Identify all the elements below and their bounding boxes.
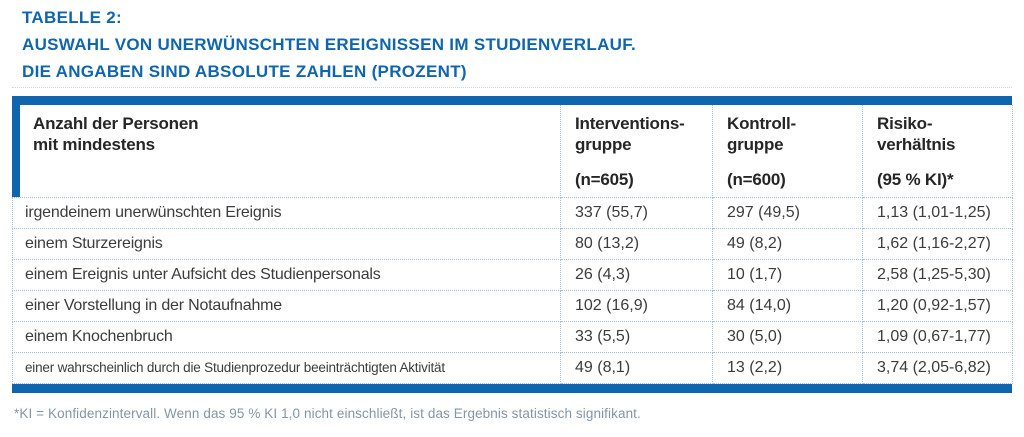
row-label: einer wahrscheinlich durch die Studienpr… [12, 351, 561, 384]
adverse-events-table: Anzahl der Personen mit mindestens Inter… [12, 96, 1013, 393]
cell-control: 13 (2,2) [712, 351, 863, 384]
table-row: einer wahrscheinlich durch die Studienpr… [12, 351, 1013, 384]
cell-intervention: 102 (16,9) [560, 289, 713, 322]
cell-control: 297 (49,5) [712, 196, 863, 229]
table-top-accent-bar [12, 96, 1012, 105]
table-row: einem Ereignis unter Aufsicht des Studie… [12, 258, 1013, 291]
cell-risk-ratio: 1,09 (0,67-1,77) [862, 320, 1013, 353]
header-row: Anzahl der Personen mit mindestens Inter… [12, 105, 1013, 198]
col-header-line: Risiko- [877, 114, 933, 133]
row-label: einem Ereignis unter Aufsicht des Studie… [12, 258, 561, 291]
col-header-line: gruppe [575, 135, 632, 154]
cell-intervention: 33 (5,5) [560, 320, 713, 353]
cell-control: 10 (1,7) [712, 258, 863, 291]
table-row: einem Knochenbruch 33 (5,5) 30 (5,0) 1,0… [12, 320, 1013, 353]
cell-risk-ratio: 2,58 (1,25-5,30) [862, 258, 1013, 291]
row-label: einem Knochenbruch [12, 320, 561, 353]
table-row: einem Sturzereignis 80 (13,2) 49 (8,2) 1… [12, 227, 1013, 260]
row-label: irgendeinem unerwünschten Ereignis [12, 196, 561, 229]
title-line-1: TABELLE 2: [22, 8, 122, 27]
cell-control: 49 (8,2) [712, 227, 863, 260]
col-header-line: Interventions- [575, 114, 685, 133]
row-label: einem Sturzereignis [12, 227, 561, 260]
cell-risk-ratio: 1,20 (0,92-1,57) [862, 289, 1013, 322]
events-table: Anzahl der Personen mit mindestens Inter… [12, 105, 1013, 384]
table-row: einer Vorstellung in der Notaufnahme 102… [12, 289, 1013, 322]
col-header-line: gruppe [727, 135, 784, 154]
title-line-2: AUSWAHL VON UNERWÜNSCHTEN EREIGNISSEN IM… [22, 35, 637, 54]
col-header-sub: (n=605) [575, 170, 634, 189]
cell-intervention: 337 (55,7) [560, 196, 713, 229]
cell-intervention: 49 (8,1) [560, 351, 713, 384]
cell-control: 30 (5,0) [712, 320, 863, 353]
col-header-line: mit mindestens [33, 135, 155, 154]
col-header-persons: Anzahl der Personen mit mindestens [12, 105, 561, 198]
cell-intervention: 26 (4,3) [560, 258, 713, 291]
cell-risk-ratio: 3,74 (2,05-6,82) [862, 351, 1013, 384]
footnote: *KI = Konfidenzintervall. Wenn das 95 % … [14, 406, 641, 421]
cell-risk-ratio: 1,62 (1,16-2,27) [862, 227, 1013, 260]
cell-intervention: 80 (13,2) [560, 227, 713, 260]
table-bottom-accent-bar [12, 383, 1012, 393]
col-header-line: Kontroll- [727, 114, 797, 133]
cell-risk-ratio: 1,13 (1,01-1,25) [862, 196, 1013, 229]
table-header-left-accent-bar [12, 105, 20, 197]
col-header-control-group: Kontroll- gruppe (n=600) [712, 105, 863, 198]
col-header-sub: (95 % KI)* [877, 170, 954, 189]
title-line-3: DIE ANGABEN SIND ABSOLUTE ZAHLEN (PROZEN… [22, 62, 467, 81]
row-label: einer Vorstellung in der Notaufnahme [12, 289, 561, 322]
title-table-divider [12, 87, 1012, 88]
col-header-risk-ratio: Risiko- verhältnis (95 % KI)* [862, 105, 1013, 198]
col-header-intervention-group: Interventions- gruppe (n=605) [560, 105, 713, 198]
col-header-line: Anzahl der Personen [33, 114, 199, 133]
table-row: irgendeinem unerwünschten Ereignis 337 (… [12, 196, 1013, 229]
table-title: TABELLE 2: AUSWAHL VON UNERWÜNSCHTEN ERE… [22, 4, 636, 85]
cell-control: 84 (14,0) [712, 289, 863, 322]
col-header-sub: (n=600) [727, 170, 786, 189]
col-header-line: verhältnis [877, 135, 956, 154]
